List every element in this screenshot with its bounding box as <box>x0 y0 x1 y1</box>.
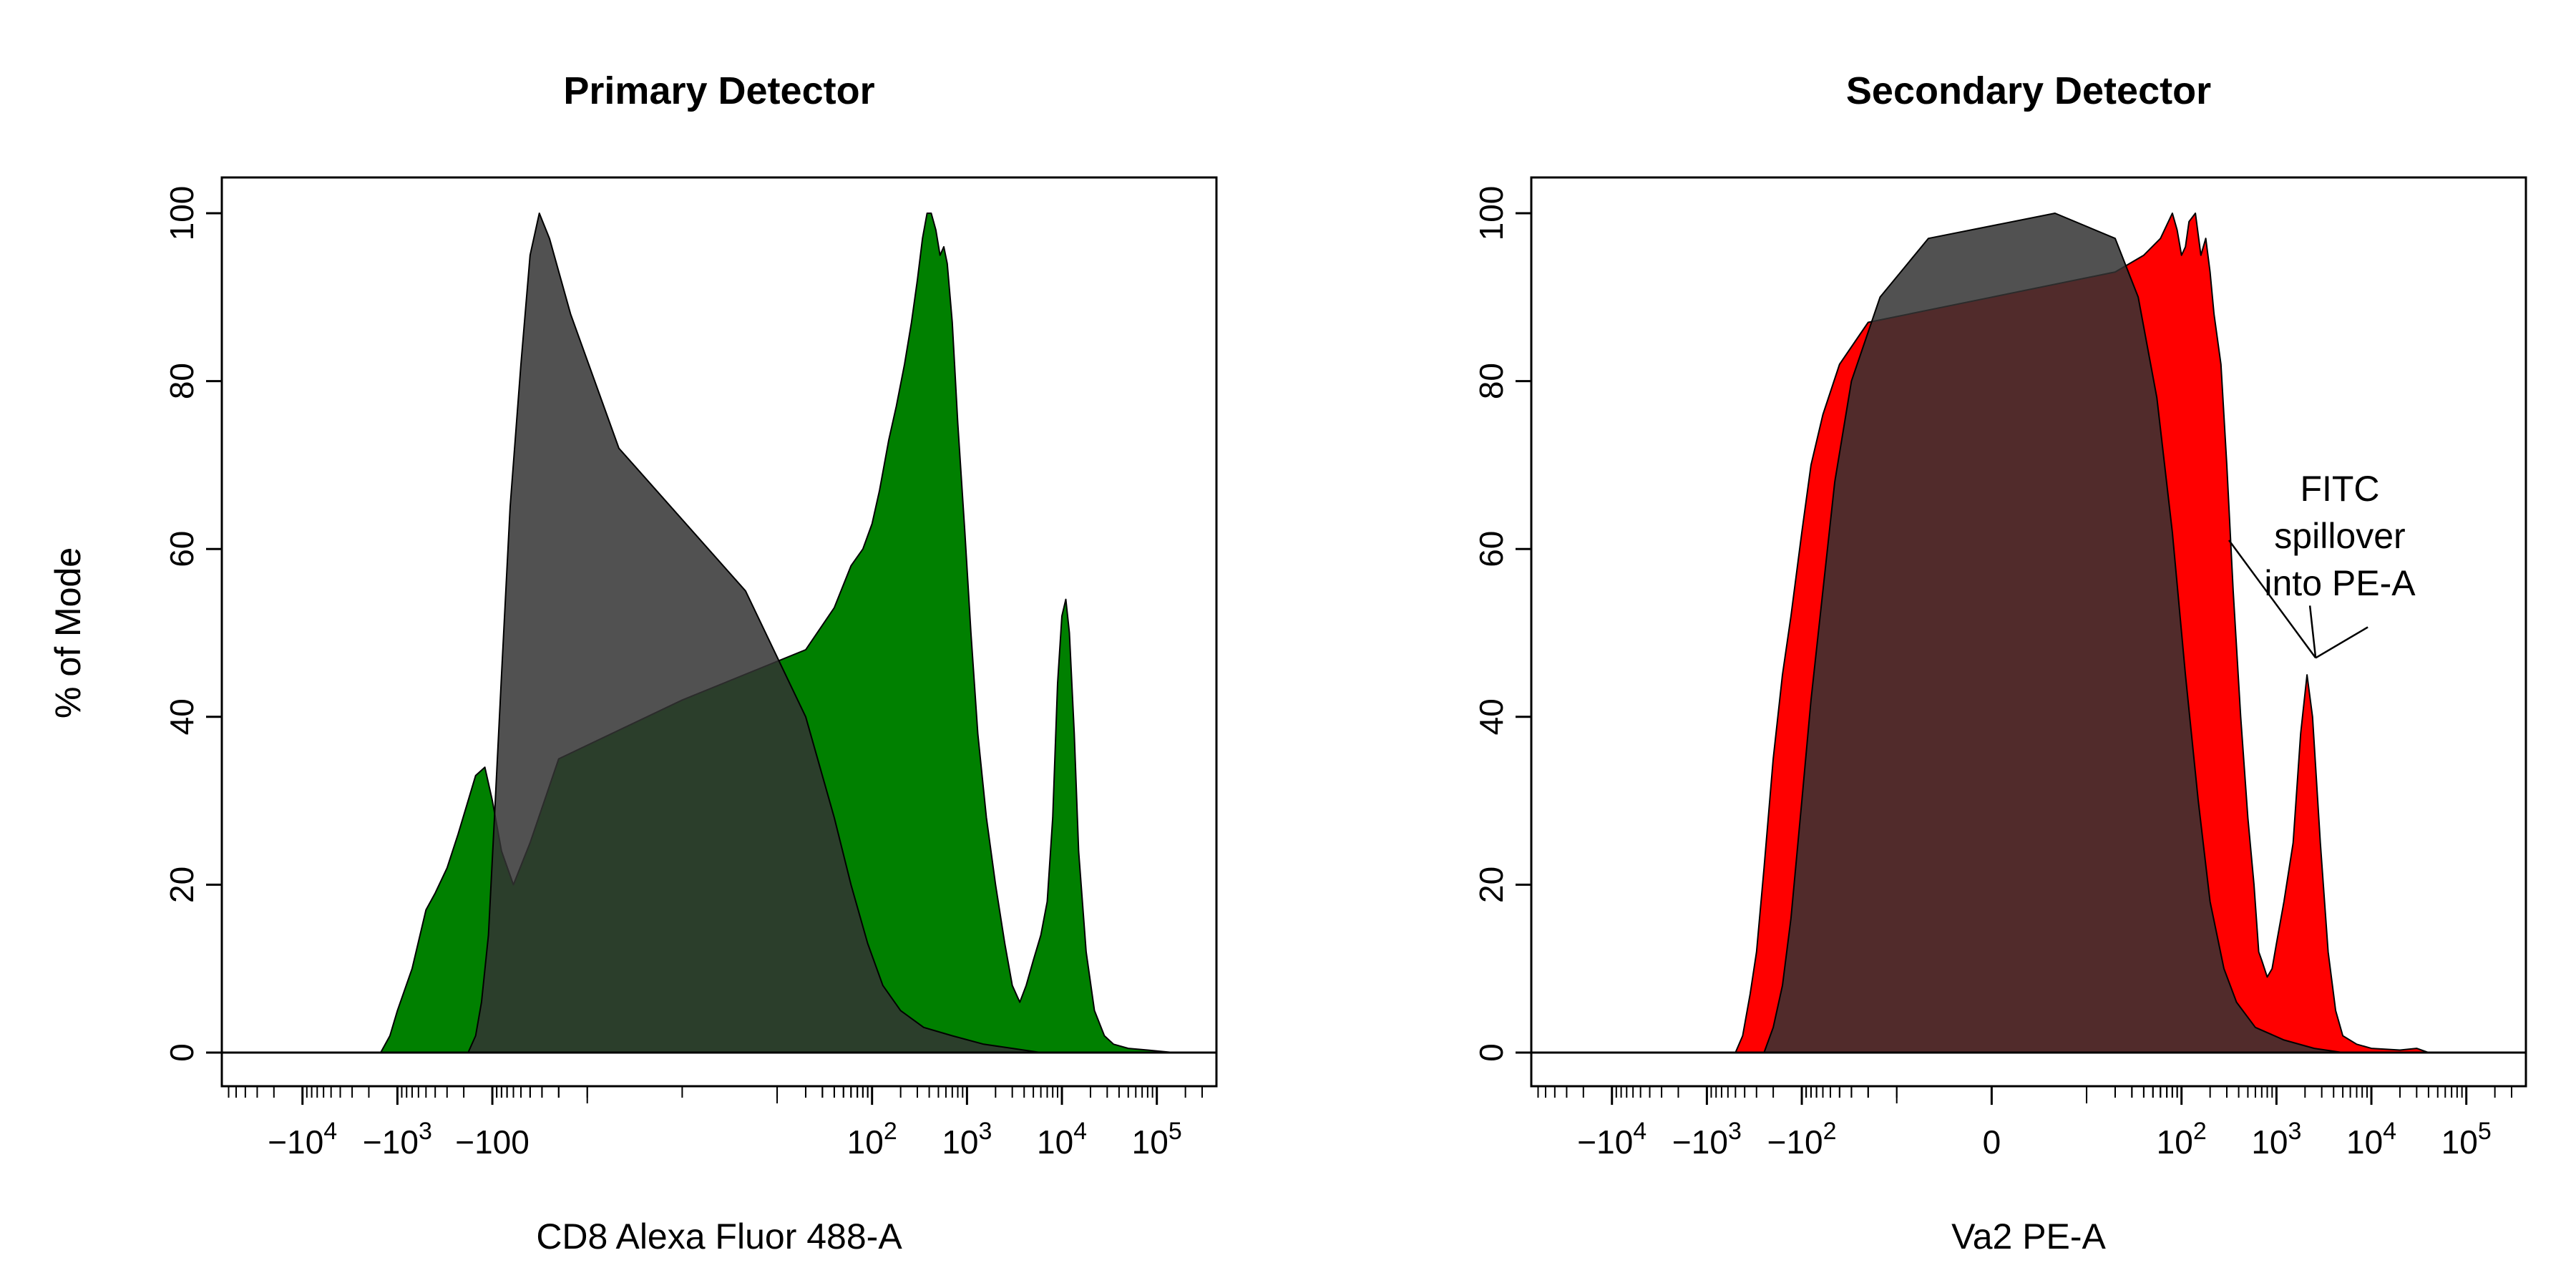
x-tick-label: 105 <box>2441 1118 2492 1161</box>
y-tick-label: 100 <box>163 186 200 241</box>
x-tick-label: 103 <box>942 1118 992 1161</box>
plot-frame <box>220 176 1218 1088</box>
x-tick-label: −100 <box>455 1123 530 1161</box>
series-area-control <box>467 213 1042 1053</box>
annotation-text: FITC <box>2300 469 2379 509</box>
y-axis-label: % of Mode <box>48 547 88 718</box>
annotation-text: spillover <box>2274 516 2405 556</box>
annotation-arrowhead <box>2308 605 2317 658</box>
x-tick-label: −102 <box>1767 1118 1837 1161</box>
y-tick-label: 0 <box>163 1043 200 1062</box>
x-tick-label: −103 <box>1672 1118 1742 1161</box>
x-tick-label: 104 <box>2346 1118 2396 1161</box>
plot-frame <box>1530 176 2527 1088</box>
annotation-arrow-line <box>2228 540 2317 659</box>
x-tick-label: −104 <box>268 1118 337 1161</box>
x-tick-label: 102 <box>847 1118 897 1161</box>
y-tick-label: 80 <box>163 363 200 399</box>
y-tick-label: 20 <box>1473 867 1510 903</box>
y-tick-label: 60 <box>163 531 200 567</box>
x-tick-label: 104 <box>1037 1118 1087 1161</box>
x-tick-label: −103 <box>363 1118 432 1161</box>
annotation-text: into PE-A <box>2264 563 2416 603</box>
series-area-control <box>1763 213 2344 1053</box>
y-tick-label: 20 <box>163 867 200 903</box>
chart-panel-primary: Primary Detector CD8 Alexa Fluor 488-A % o… <box>48 69 1218 1257</box>
chart-title: Primary Detector <box>563 69 874 112</box>
annotation-arrowhead <box>2315 626 2368 659</box>
chart-title: Secondary Detector <box>1846 69 2211 112</box>
y-tick-label: 60 <box>1473 531 1510 567</box>
y-tick-label: 100 <box>1473 186 1510 241</box>
x-axis-label: CD8 Alexa Fluor 488-A <box>536 1216 902 1257</box>
x-tick-label: 102 <box>2157 1118 2207 1161</box>
x-tick-label: 105 <box>1132 1118 1182 1161</box>
y-tick-label: 80 <box>1473 363 1510 399</box>
chart-panel-secondary: Secondary Detector Va2 PE-A % of Mode 0 20 40… <box>48 69 2527 1257</box>
x-tick-label: 103 <box>2251 1118 2301 1161</box>
y-axis-label: % of Mode <box>48 547 88 718</box>
x-tick-label: −104 <box>1577 1118 1646 1161</box>
y-tick-label: 40 <box>163 698 200 735</box>
x-axis-label: Va2 PE-A <box>1951 1216 2106 1257</box>
y-tick-label: 0 <box>1473 1043 1510 1062</box>
x-tick-label: 0 <box>1983 1123 2001 1161</box>
y-tick-label: 40 <box>1473 698 1510 735</box>
